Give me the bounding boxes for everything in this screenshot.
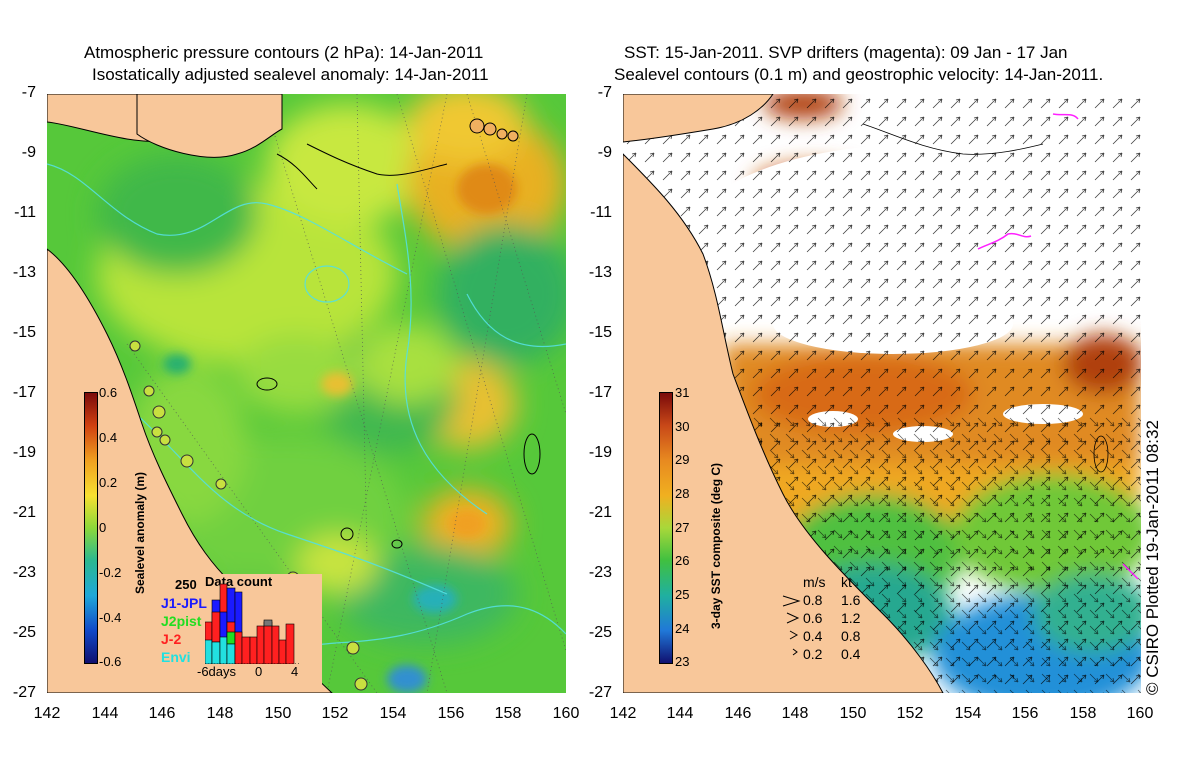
cb-left-tick: 0.6 [99,385,118,400]
data-count-inset: 250 Data count J1-JPL J2pist J-2 Envi [157,574,322,686]
sealevel-map-svg [47,94,566,693]
right-x-tick: 142 [609,705,637,722]
right-x-tick: 152 [896,705,924,722]
sealevel-anomaly-map: Sealevel anomaly (m) 0.6 0.4 0.2 0 -0.2 … [47,94,566,693]
left-y-tick: -19 [12,444,36,461]
cb-right-tick: 30 [675,419,690,434]
velocity-arrow-icons [782,595,801,656]
sealevel-colorbar [84,392,98,664]
velocity-legend-ms-header: m/s [803,574,826,590]
cb-left-tick: 0 [99,520,107,535]
right-y-tick: -27 [588,684,612,701]
left-y-tick: -7 [21,84,36,101]
cb-right-tick: 26 [675,553,690,568]
velocity-row-ms: 0.2 [803,646,823,662]
left-y-tick: -11 [14,204,36,221]
csiro-credit: © CSIRO Plotted 19-Jan-2011 08:32 [1143,420,1162,695]
cb-left-tick: -0.6 [99,654,122,669]
left-y-tick: -23 [12,564,36,581]
right-y-tick: -13 [588,264,612,281]
left-x-tick: 154 [379,705,407,722]
left-x-tick: 160 [552,705,580,722]
velocity-legend: m/s kt 0.8 1.6 0.6 1.2 0.4 0.8 0.2 0.4 [781,574,891,669]
right-y-tick: -23 [588,564,612,581]
right-y-tick: -25 [588,624,612,641]
right-x-tick: 148 [781,705,809,722]
legend-j-2: J-2 [161,631,182,647]
sealevel-colorbar-label: Sealevel anomaly (m) [133,471,147,594]
legend-j1-jpl: J1-JPL [161,595,207,611]
left-y-tick: -15 [12,324,36,341]
right-x-tick: 156 [1011,705,1039,722]
data-count-x-zero: 0 [255,664,263,679]
sst-map-svg [623,94,1141,693]
right-y-tick: -15 [588,324,612,341]
data-count-histogram [205,583,301,664]
cb-right-tick: 27 [675,520,690,535]
cb-right-tick: 28 [675,486,690,501]
left-x-tick: 146 [148,705,176,722]
velocity-row-kt: 0.8 [841,628,861,644]
left-y-tick: -27 [12,684,36,701]
right-y-tick: -17 [588,384,612,401]
left-x-tick: 158 [494,705,522,722]
right-x-tick: 150 [839,705,867,722]
right-y-tick: -11 [590,204,612,221]
velocity-row-ms: 0.6 [803,610,823,626]
right-y-tick: -9 [597,144,612,161]
cb-right-tick: 23 [675,654,690,669]
right-x-tick: 144 [666,705,694,722]
right-y-tick: -19 [588,444,612,461]
right-x-tick: 160 [1126,705,1154,722]
legend-envi: Envi [161,649,191,665]
velocity-row-kt: 1.6 [841,592,861,608]
left-x-tick: 150 [264,705,292,722]
sst-colorbar-label: 3-day SST composite (deg C) [709,462,723,629]
left-y-tick: -13 [12,264,36,281]
right-title-line1: SST: 15-Jan-2011. SVP drifters (magenta)… [624,43,1068,62]
left-title-line1: Atmospheric pressure contours (2 hPa): 1… [84,43,484,62]
right-x-tick: 154 [954,705,982,722]
left-x-tick: 152 [321,705,349,722]
data-count-x-end: 4 [291,664,299,679]
velocity-row-ms: 0.4 [803,628,823,644]
cb-left-tick: 0.4 [99,430,118,445]
legend-j2pist: J2pist [161,613,202,629]
left-title-line2: Isostatically adjusted sealevel anomaly:… [92,65,489,84]
velocity-row-ms: 0.8 [803,592,823,608]
left-x-tick: 142 [33,705,61,722]
right-title-line2: Sealevel contours (0.1 m) and geostrophi… [614,65,1104,84]
left-x-tick: 144 [91,705,119,722]
left-x-tick: 156 [437,705,465,722]
left-y-tick: -17 [12,384,36,401]
left-x-tick: 148 [206,705,234,722]
data-count-x-start: -6days [197,664,237,679]
left-y-tick: -21 [12,504,36,521]
left-y-tick: -25 [12,624,36,641]
right-x-tick: 158 [1069,705,1097,722]
sst-colorbar [659,392,673,664]
data-count-max: 250 [175,577,197,592]
cb-right-tick: 29 [675,452,690,467]
cb-left-tick: 0.2 [99,475,118,490]
velocity-row-kt: 0.4 [841,646,861,662]
cb-left-tick: -0.2 [99,565,122,580]
velocity-row-kt: 1.2 [841,610,861,626]
right-y-tick: -7 [597,84,612,101]
velocity-legend-kt-header: kt [841,574,852,590]
left-y-tick: -9 [21,144,36,161]
cb-right-tick: 31 [675,385,690,400]
sst-map: 3-day SST composite (deg C) 31 30 29 28 … [623,94,1141,693]
right-x-tick: 146 [724,705,752,722]
cb-right-tick: 24 [675,621,690,636]
cb-left-tick: -0.4 [99,610,122,625]
cb-right-tick: 25 [675,587,690,602]
right-y-tick: -21 [588,504,612,521]
